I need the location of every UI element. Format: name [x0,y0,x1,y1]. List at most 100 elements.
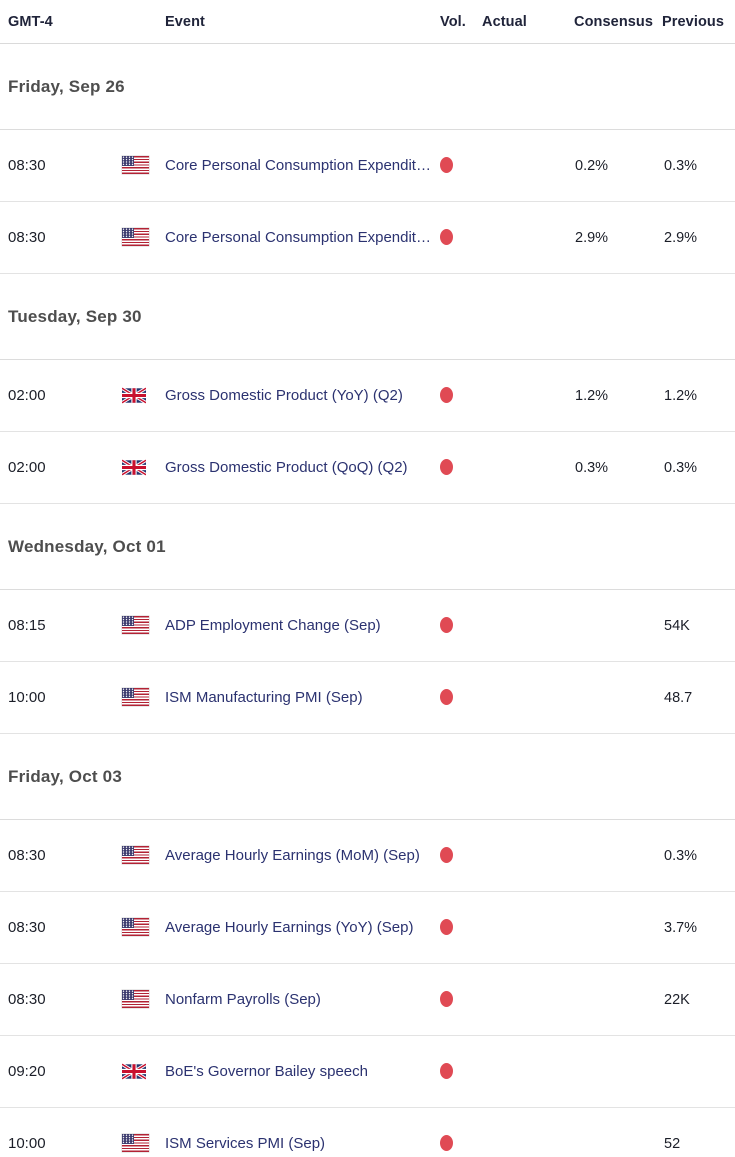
column-header-gmt: GMT-4 [8,13,53,30]
event-country-cell [122,1134,165,1153]
event-name-link[interactable]: Nonfarm Payrolls (Sep) [165,990,321,1008]
day-label: Friday, Sep 26 [8,76,125,96]
event-name-link[interactable]: ADP Employment Change (Sep) [165,616,381,634]
consensus-value: 0.3% [575,459,609,476]
event-time: 10:00 [8,689,46,706]
calendar-body: Friday, Sep 26 08:30 Core Personal Consu… [0,44,735,1157]
event-country-cell [122,156,165,175]
event-name-link[interactable]: ISM Services PMI (Sep) [165,1134,326,1152]
volatility-cell [437,617,482,635]
day-rows: 08:15 ADP Employment Change (Sep) 54K 10… [0,590,735,734]
us-flag-icon [122,1134,149,1153]
event-country-cell [122,1062,165,1081]
event-time: 08:30 [8,847,46,864]
day-label: Tuesday, Sep 30 [8,306,142,326]
previous-value: 0.3% [664,459,698,476]
consensus-value: 1.2% [575,387,609,404]
previous-value: 0.3% [664,157,698,174]
volatility-cell [437,387,482,405]
previous-value: 52 [664,1135,681,1152]
volatility-cell [437,229,482,247]
event-row[interactable]: 08:15 ADP Employment Change (Sep) 54K [0,590,735,662]
event-time: 02:00 [8,459,46,476]
previous-value: 3.7% [664,919,698,936]
high-volatility-dot-icon [440,689,453,706]
event-name-cell: Core Personal Consumption Expendit… [165,229,437,247]
previous-value: 2.9% [664,229,698,246]
event-country-cell [122,386,165,405]
event-time: 08:15 [8,617,46,634]
event-time: 10:00 [8,1135,46,1152]
high-volatility-dot-icon [440,919,453,936]
consensus-value: 2.9% [575,229,609,246]
high-volatility-dot-icon [440,229,453,246]
us-flag-icon [122,918,149,937]
event-row[interactable]: 08:30 Core Personal Consumption Expendit… [0,202,735,274]
high-volatility-dot-icon [440,459,453,476]
day-section: Tuesday, Sep 30 02:00 Gross Domestic Pro… [0,274,735,504]
day-header: Friday, Sep 26 [0,44,735,130]
event-time: 02:00 [8,387,46,404]
volatility-cell [437,919,482,937]
event-row[interactable]: 02:00 Gross Domestic Product (QoQ) (Q2) … [0,432,735,504]
event-name-link[interactable]: ISM Manufacturing PMI (Sep) [165,688,363,706]
event-name-cell: Nonfarm Payrolls (Sep) [165,991,437,1009]
day-label: Wednesday, Oct 01 [8,536,166,556]
event-country-cell [122,228,165,247]
volatility-cell [437,1063,482,1081]
event-time: 08:30 [8,919,46,936]
high-volatility-dot-icon [440,617,453,634]
volatility-cell [437,847,482,865]
event-name-link[interactable]: Average Hourly Earnings (YoY) (Sep) [165,918,414,936]
event-country-cell [122,990,165,1009]
column-header-event: Event [165,13,205,30]
event-time: 08:30 [8,157,46,174]
event-name-link[interactable]: Core Personal Consumption Expendit… [165,228,431,246]
event-country-cell [122,616,165,635]
previous-value: 54K [664,617,690,634]
column-header-previous: Previous [662,13,725,30]
event-name-link[interactable]: BoE's Governor Bailey speech [165,1062,368,1080]
event-name-cell: ISM Services PMI (Sep) [165,1135,437,1153]
event-name-cell: Gross Domestic Product (YoY) (Q2) [165,387,437,405]
uk-flag-icon [122,458,146,476]
event-name-cell: Average Hourly Earnings (YoY) (Sep) [165,919,437,937]
us-flag-icon [122,228,149,247]
event-row[interactable]: 08:30 Core Personal Consumption Expendit… [0,130,735,202]
event-time: 09:20 [8,1063,46,1080]
event-row[interactable]: 09:20 BoE's Governor Bailey speech [0,1036,735,1108]
day-rows: 02:00 Gross Domestic Product (YoY) (Q2) … [0,360,735,504]
event-name-link[interactable]: Average Hourly Earnings (MoM) (Sep) [165,846,420,864]
volatility-cell [437,689,482,707]
high-volatility-dot-icon [440,157,453,174]
uk-flag-icon [122,1062,146,1080]
event-name-cell: Core Personal Consumption Expendit… [165,157,437,175]
day-section: Friday, Oct 03 08:30 Average Hourly Earn… [0,734,735,1157]
day-rows: 08:30 Core Personal Consumption Expendit… [0,130,735,274]
event-row[interactable]: 08:30 Nonfarm Payrolls (Sep) 22K [0,964,735,1036]
event-name-link[interactable]: Gross Domestic Product (QoQ) (Q2) [165,458,408,476]
us-flag-icon [122,156,149,175]
high-volatility-dot-icon [440,1135,453,1152]
calendar-column-header-row: GMT-4 Event Vol. Actual Consensus Previo… [0,0,735,44]
event-row[interactable]: 10:00 ISM Manufacturing PMI (Sep) 48.7 [0,662,735,734]
event-name-link[interactable]: Gross Domestic Product (YoY) (Q2) [165,386,403,404]
event-row[interactable]: 08:30 Average Hourly Earnings (YoY) (Sep… [0,892,735,964]
event-time: 08:30 [8,229,46,246]
previous-value: 0.3% [664,847,698,864]
event-row[interactable]: 02:00 Gross Domestic Product (YoY) (Q2) … [0,360,735,432]
column-header-consensus: Consensus [574,13,654,30]
uk-flag-icon [122,386,146,404]
event-row[interactable]: 08:30 Average Hourly Earnings (MoM) (Sep… [0,820,735,892]
volatility-cell [437,459,482,477]
volatility-cell [437,1135,482,1153]
day-header: Wednesday, Oct 01 [0,504,735,590]
event-name-link[interactable]: Core Personal Consumption Expendit… [165,156,431,174]
event-time: 08:30 [8,991,46,1008]
previous-value: 48.7 [664,689,693,706]
day-section: Friday, Sep 26 08:30 Core Personal Consu… [0,44,735,274]
us-flag-icon [122,616,149,635]
event-row[interactable]: 10:00 ISM Services PMI (Sep) 52 [0,1108,735,1157]
us-flag-icon [122,846,149,865]
